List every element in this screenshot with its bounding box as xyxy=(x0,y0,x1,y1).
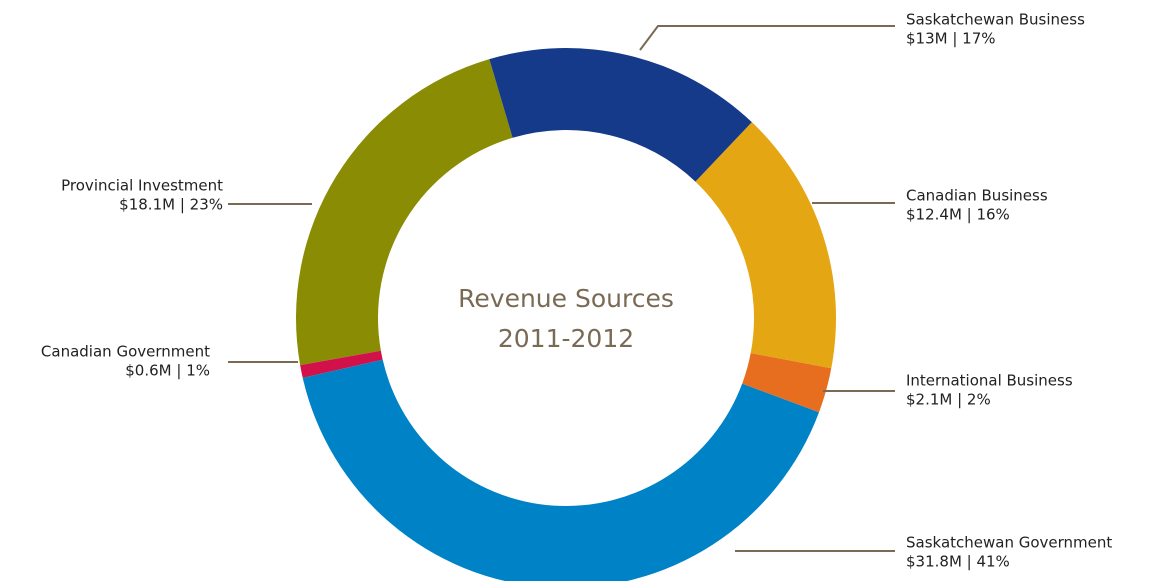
slice-label: Saskatchewan Business xyxy=(906,11,1085,29)
slice-label: Canadian Government xyxy=(41,343,210,361)
donut-slice xyxy=(742,353,832,413)
value-label: $12.4M | 16% xyxy=(906,206,1010,224)
donut-slice xyxy=(302,359,820,581)
donut-slice xyxy=(300,350,383,378)
value-label: $31.8M | 41% xyxy=(906,553,1010,571)
chart-subtitle: 2011-2012 xyxy=(498,324,634,353)
value-label: $0.6M | 1% xyxy=(125,362,210,380)
leader-line xyxy=(639,25,895,51)
slice-label: Saskatchewan Government xyxy=(906,534,1112,552)
donut-slice xyxy=(695,122,836,369)
slice-label: Canadian Business xyxy=(906,187,1048,205)
slice-label: International Business xyxy=(906,372,1073,390)
value-label: $2.1M | 2% xyxy=(906,391,991,409)
slice-label: Provincial Investment xyxy=(61,177,223,195)
value-label: $13M | 17% xyxy=(906,30,996,48)
donut-slice xyxy=(489,48,752,182)
donut-slice xyxy=(296,59,513,366)
chart-title: Revenue Sources xyxy=(458,284,674,313)
value-label: $18.1M | 23% xyxy=(119,196,223,214)
